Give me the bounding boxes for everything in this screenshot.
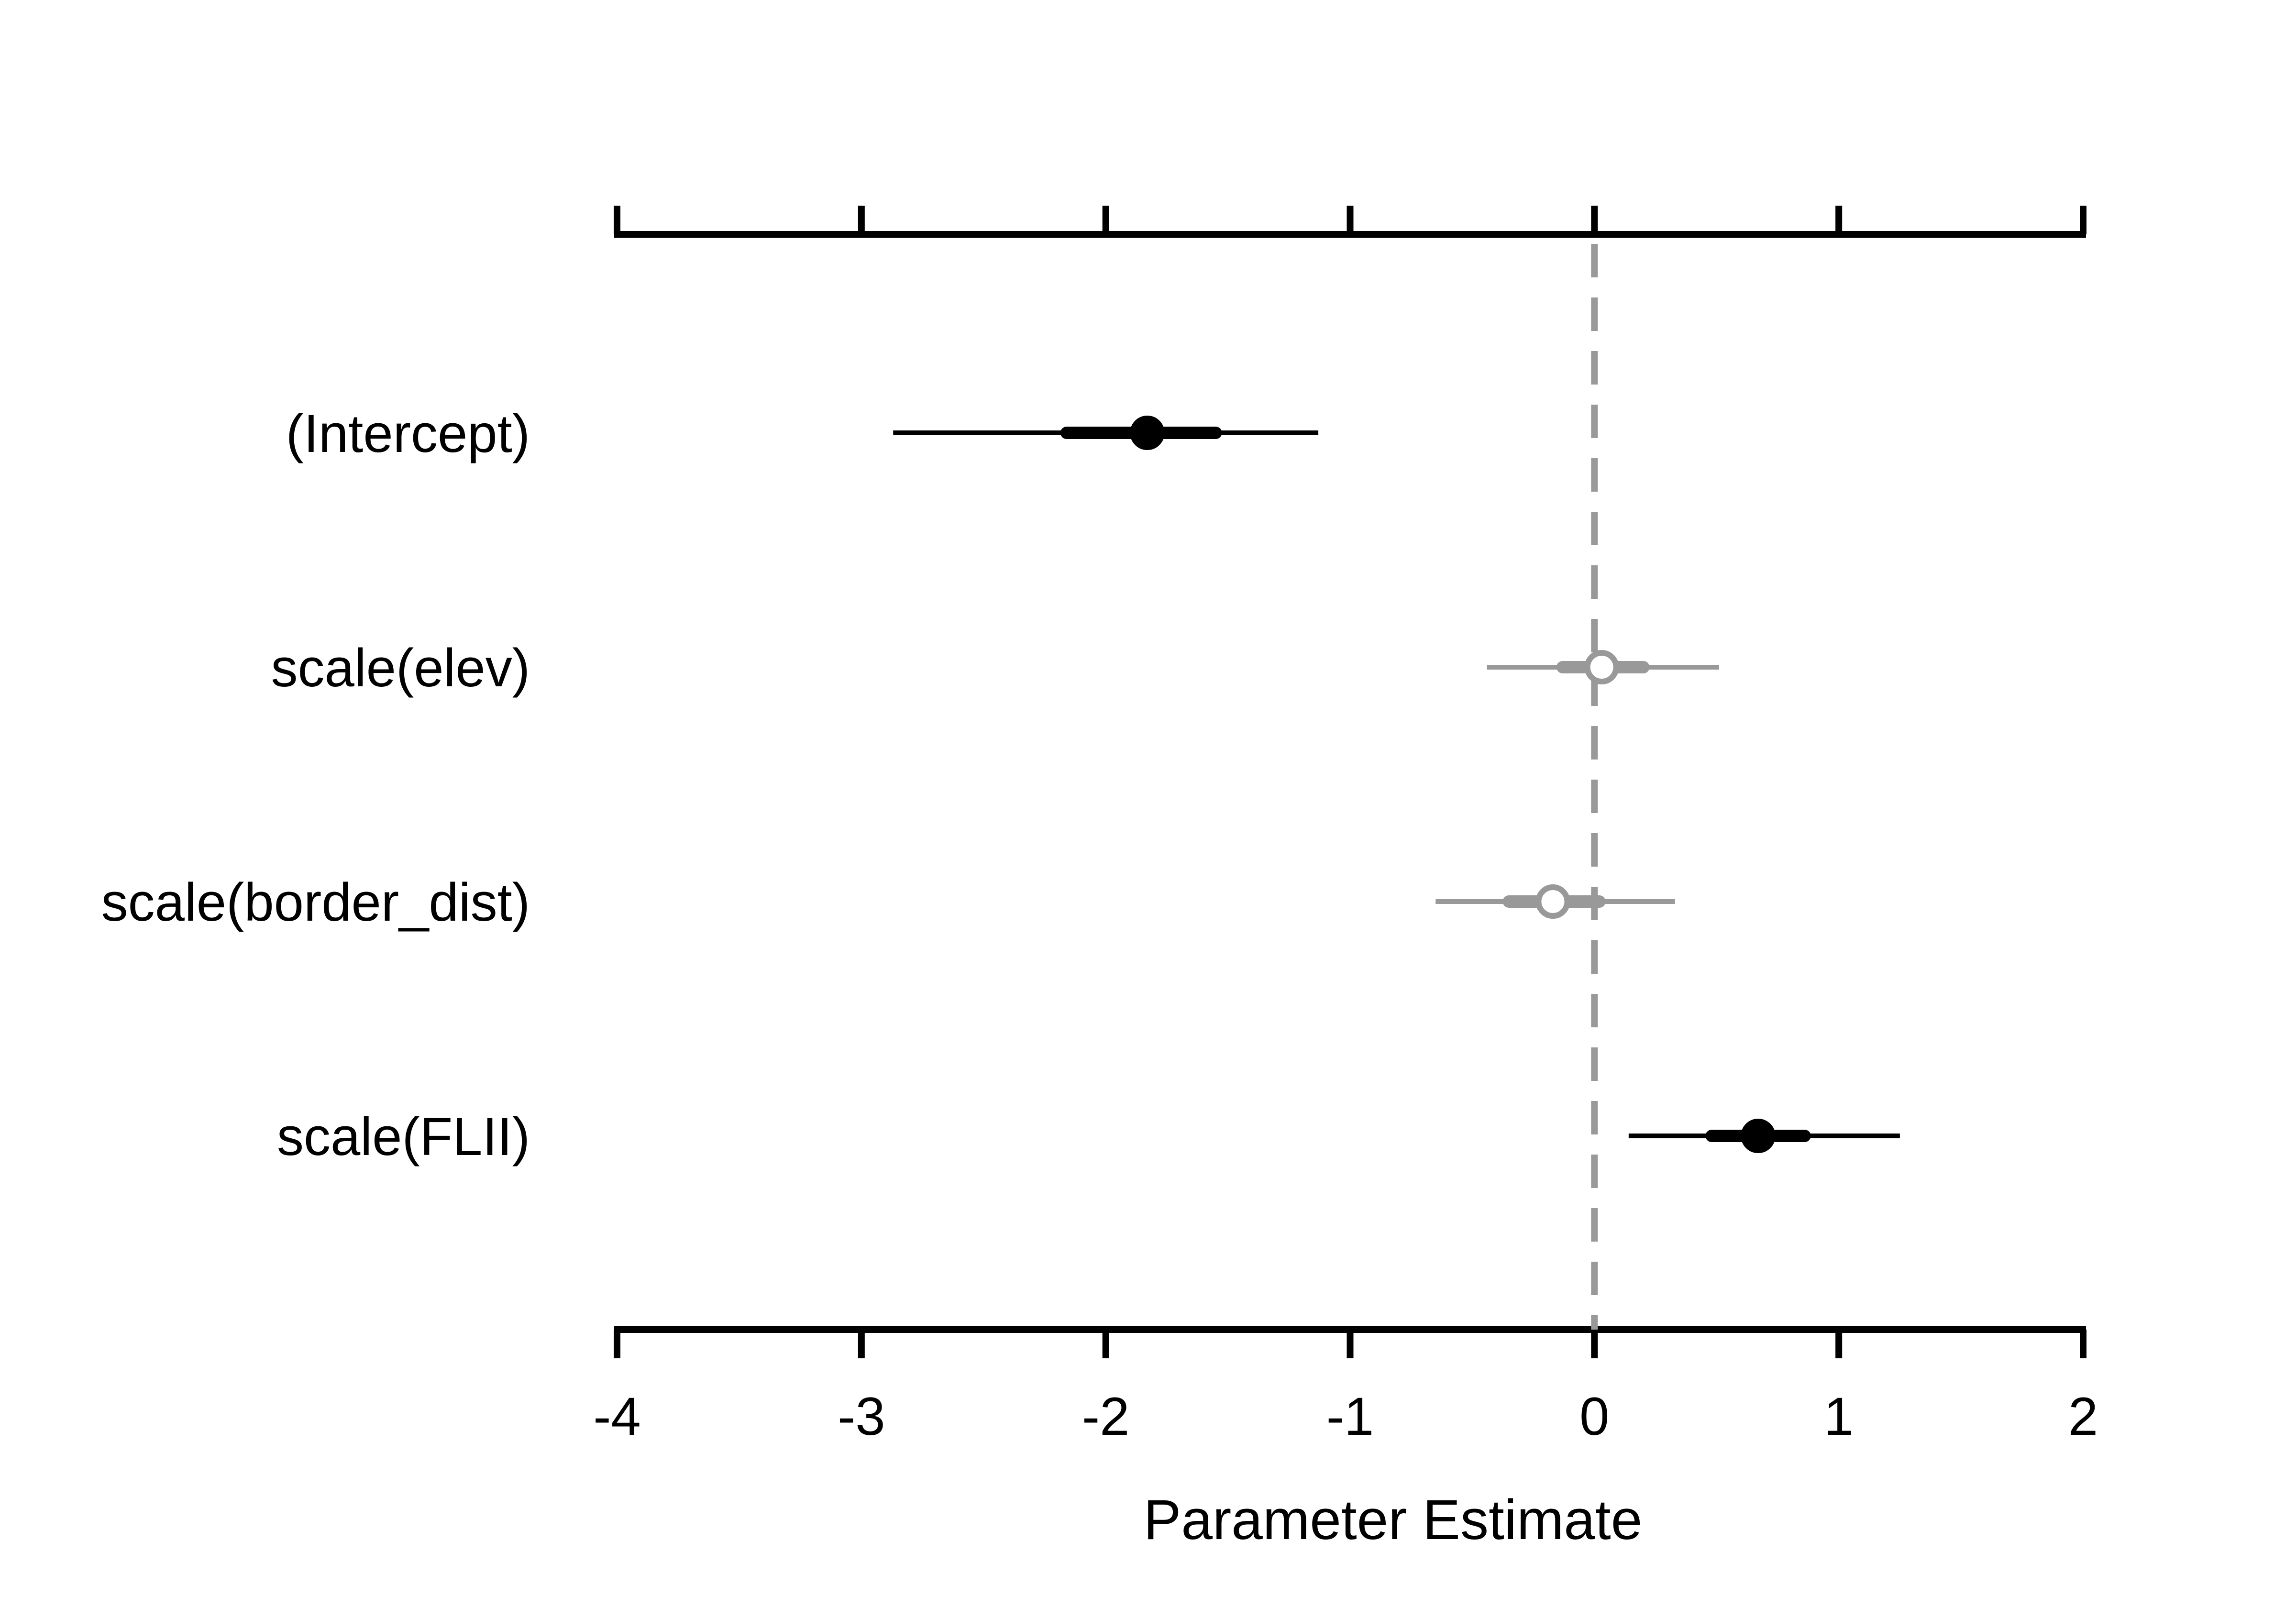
- parameter-rows: [893, 416, 1900, 1153]
- x-tick-label: -2: [1082, 1387, 1130, 1446]
- x-axis-title: Parameter Estimate: [1144, 1488, 1643, 1552]
- bottom-axis: -4 -3 -2 -1 0 1 2: [593, 1326, 2098, 1446]
- parameter-row: [1628, 1119, 1900, 1153]
- point-estimate: [1741, 1119, 1776, 1153]
- parameter-label: scale(FLII): [277, 1107, 530, 1167]
- top-axis: [614, 206, 2086, 238]
- parameter-label: scale(border_dist): [101, 872, 530, 932]
- parameter-label: scale(elev): [271, 638, 530, 698]
- x-tick-label: -1: [1326, 1387, 1374, 1446]
- parameter-row: [893, 416, 1319, 450]
- point-estimate: [1584, 650, 1619, 684]
- point-estimate: [1535, 884, 1570, 919]
- x-tick-label: -3: [838, 1387, 885, 1446]
- parameter-row: [1487, 650, 1719, 684]
- parameter-label: (Intercept): [286, 404, 530, 463]
- x-tick-label: 2: [2068, 1387, 2098, 1446]
- x-tick-label: 1: [1824, 1387, 1854, 1446]
- x-tick-label: 0: [1579, 1387, 1609, 1446]
- x-tick-label: -4: [593, 1387, 641, 1446]
- parameter-row: [1435, 884, 1675, 919]
- point-estimate: [1130, 416, 1165, 450]
- parameter-labels: (Intercept) scale(elev) scale(border_dist)…: [101, 404, 530, 1167]
